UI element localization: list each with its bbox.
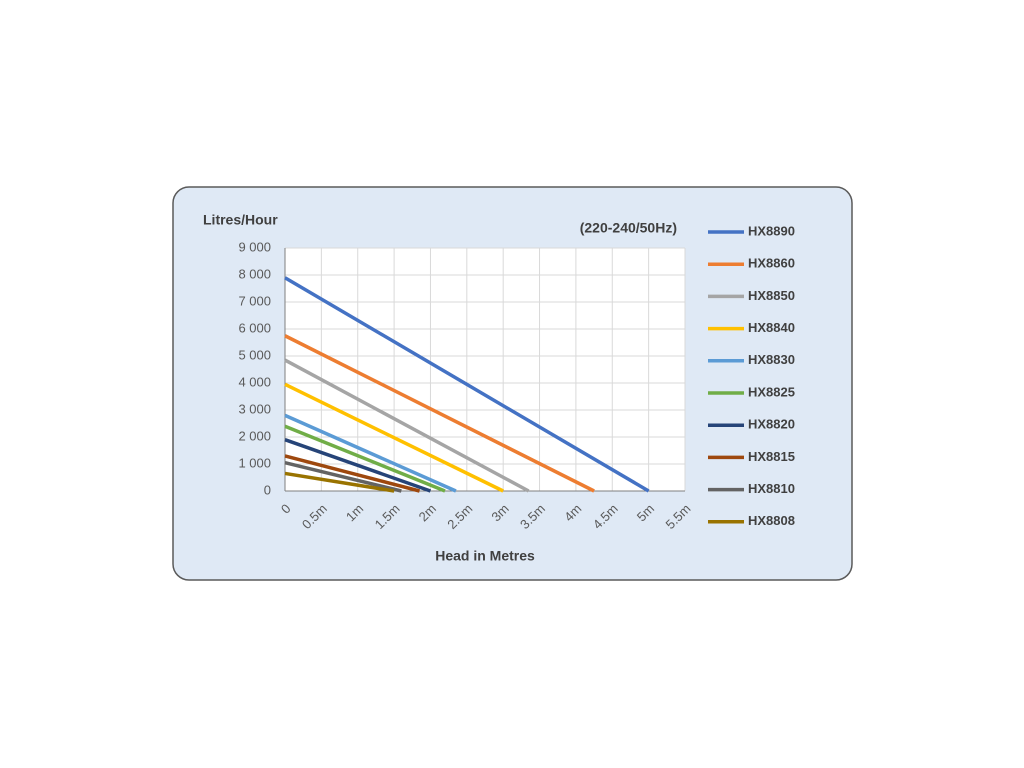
series-line bbox=[284, 460, 402, 493]
series-line bbox=[284, 424, 446, 493]
legend-label: HX8820 bbox=[748, 417, 795, 432]
series-line bbox=[284, 471, 395, 493]
annotation: (220-240/50Hz) bbox=[580, 220, 677, 236]
y-axis-label: Litres/Hour bbox=[203, 212, 278, 228]
series-line bbox=[284, 438, 432, 493]
y-tick-label: 7 000 bbox=[238, 293, 271, 308]
y-tick-label: 8 000 bbox=[238, 266, 271, 281]
series-line bbox=[284, 276, 650, 493]
legend-label: HX8840 bbox=[748, 320, 795, 335]
legend-label: HX8815 bbox=[748, 449, 795, 464]
legend-label: HX8850 bbox=[748, 288, 795, 303]
series-line bbox=[284, 382, 504, 493]
series-line bbox=[284, 358, 530, 493]
y-tick-label: 0 bbox=[264, 482, 271, 497]
y-tick-label: 9 000 bbox=[238, 239, 271, 254]
series-line bbox=[284, 454, 420, 493]
legend-label: HX8825 bbox=[748, 384, 795, 399]
y-tick-label: 5 000 bbox=[238, 347, 271, 362]
series-line bbox=[284, 334, 595, 493]
legend-label: HX8830 bbox=[748, 352, 795, 367]
legend-label: HX8860 bbox=[748, 256, 795, 271]
legend-label: HX8808 bbox=[748, 513, 795, 528]
y-tick-label: 6 000 bbox=[238, 320, 271, 335]
x-axis-label: Head in Metres bbox=[435, 548, 535, 564]
y-tick-label: 3 000 bbox=[238, 401, 271, 416]
plot-area bbox=[285, 248, 685, 491]
legend-label: HX8810 bbox=[748, 481, 795, 496]
y-tick-label: 2 000 bbox=[238, 428, 271, 443]
series-line bbox=[284, 413, 457, 493]
y-tick-label: 4 000 bbox=[238, 374, 271, 389]
legend-label: HX8890 bbox=[748, 223, 795, 238]
y-tick-label: 1 000 bbox=[238, 455, 271, 470]
